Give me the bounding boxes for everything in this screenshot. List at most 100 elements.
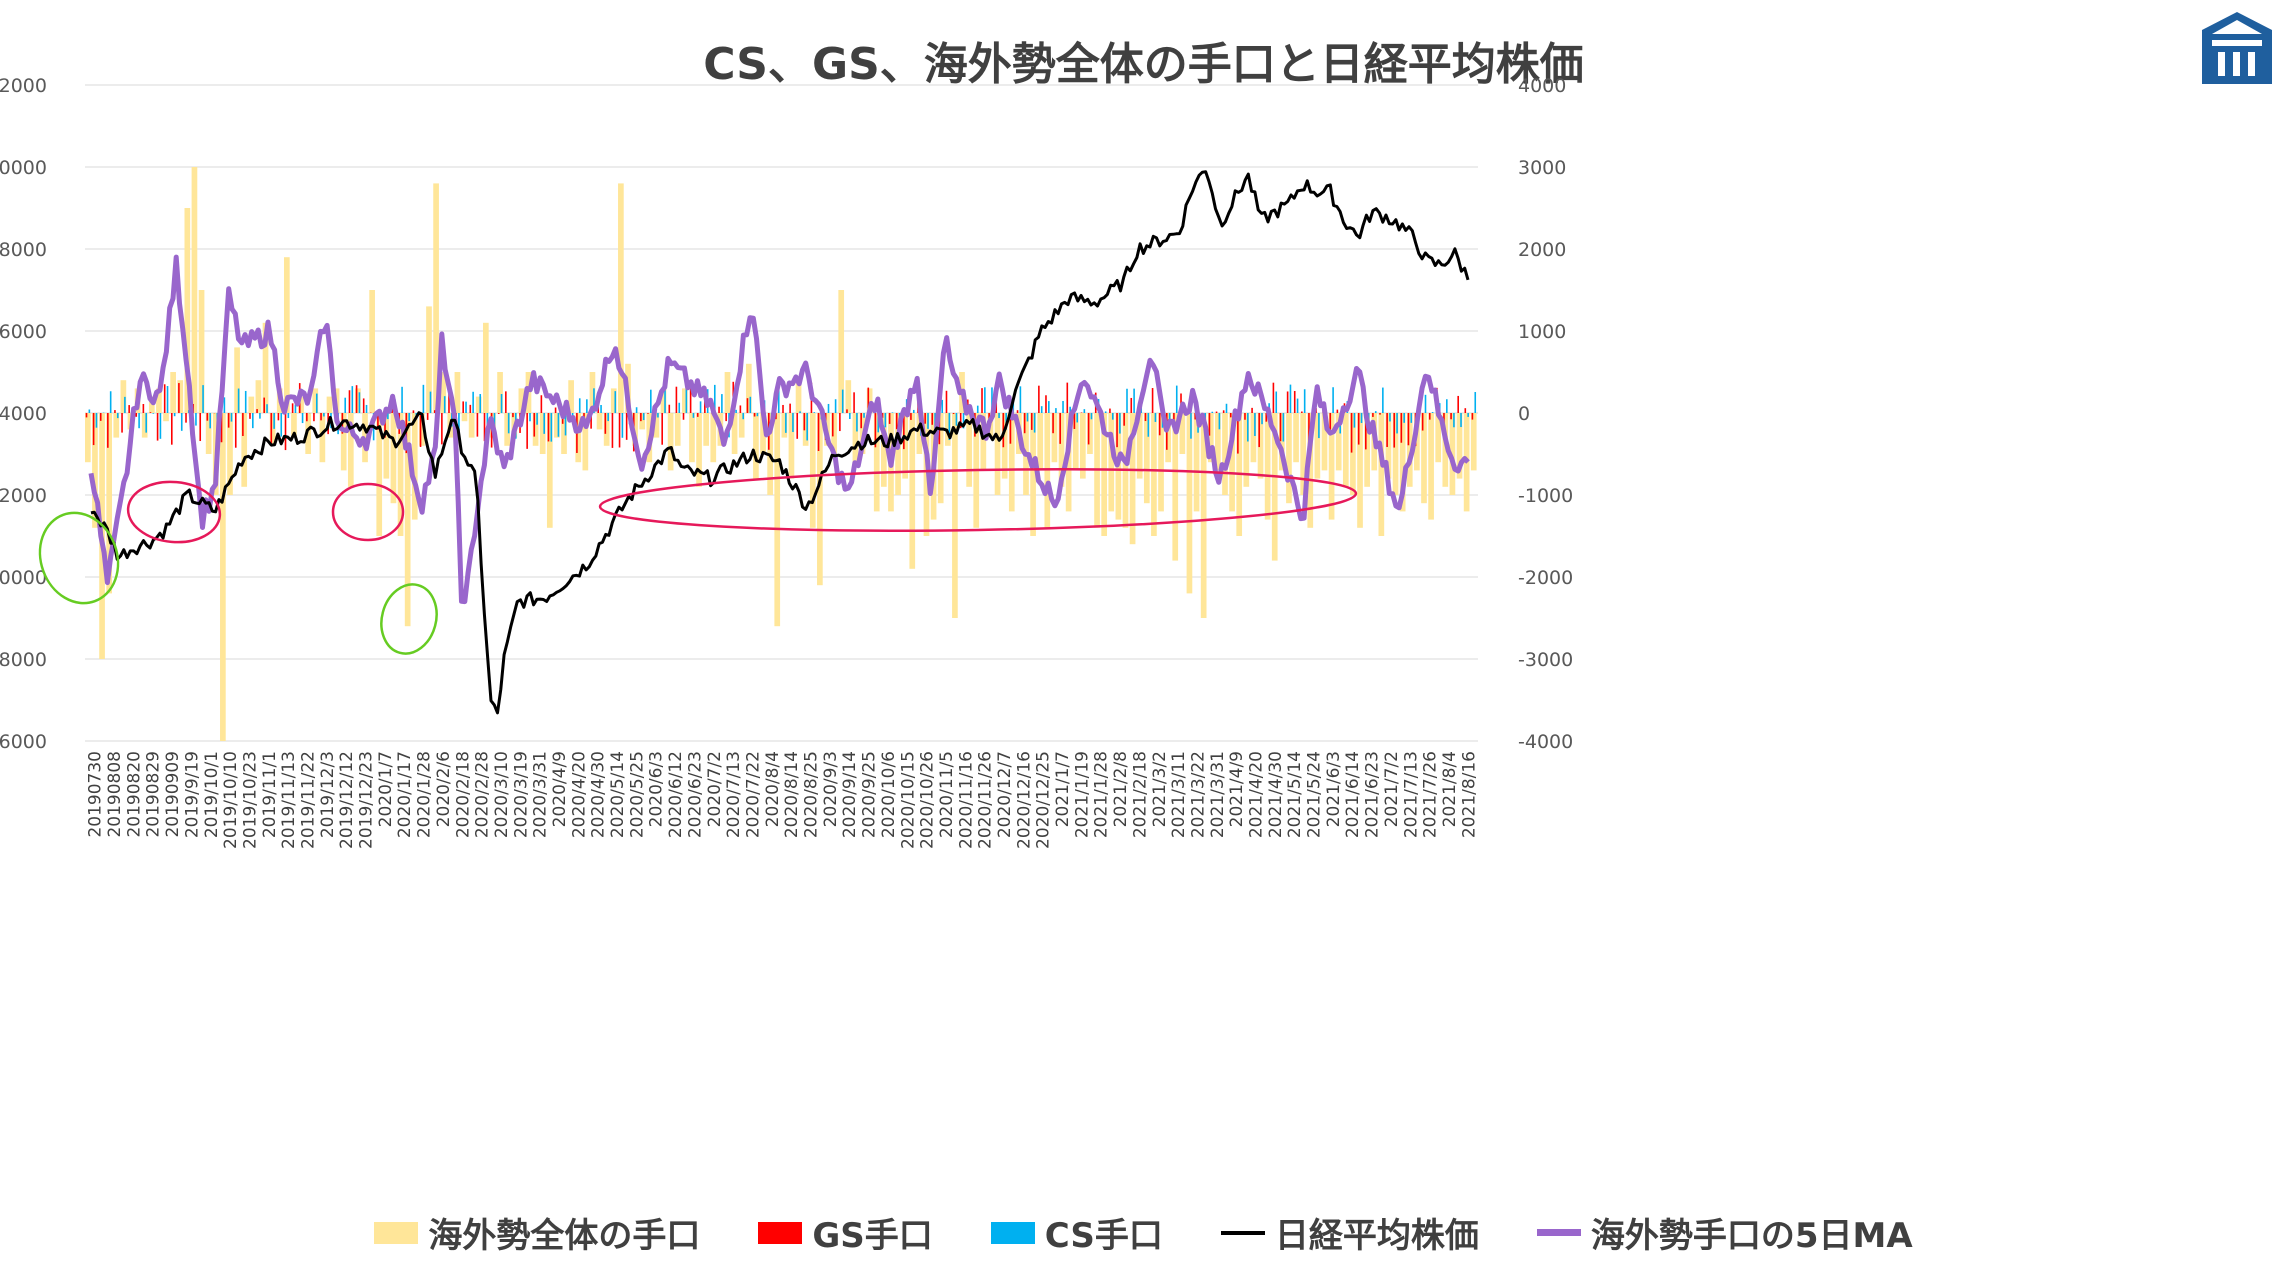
foreign-total-bar (667, 413, 674, 471)
cs-bar (927, 413, 929, 429)
gs-bar (441, 413, 443, 445)
x-tick-label: 2020/9/3 (821, 751, 841, 827)
gs-bar (1272, 382, 1275, 413)
foreign-total-bar (1321, 413, 1328, 471)
chart-title: CS、GS、海外勢全体の手口と日経平均株価 (703, 39, 1584, 90)
x-tick-label: 2021/2/18 (1130, 751, 1150, 838)
cs-bar (884, 413, 887, 428)
foreign-total-bar (1293, 413, 1299, 463)
gs-bar (469, 404, 472, 413)
foreign-total-bar (106, 413, 113, 594)
cs-bar (543, 413, 546, 434)
gs-bar (1052, 413, 1054, 434)
x-tick-label: 2020/8/4 (763, 751, 783, 827)
legend-swatch-cs (990, 1221, 1035, 1244)
cs-bar (294, 404, 297, 413)
x-tick-label: 2020/3/10 (492, 751, 512, 838)
foreign-total-bar (340, 413, 347, 471)
cs-bar (1119, 413, 1121, 434)
gs-bar (497, 413, 500, 414)
cs-bar (955, 413, 958, 426)
foreign-total-bar (575, 413, 582, 463)
gs-bar (135, 413, 138, 417)
cs-bar (1474, 392, 1477, 413)
foreign-total-bar (902, 413, 909, 479)
foreign-total-bar (468, 413, 475, 438)
gs-bar (874, 413, 877, 448)
x-tick-label: 20190730 (86, 751, 106, 838)
foreign-total-bar (1186, 413, 1193, 594)
gs-bar (85, 413, 88, 418)
x-tick-label: 2020/7/2 (705, 751, 725, 827)
cs-bar (1104, 411, 1107, 413)
legend-swatch-nikkei (1220, 1230, 1265, 1235)
cs-bar (1360, 413, 1363, 424)
cs-bar (692, 413, 695, 418)
cs-bar (1040, 406, 1043, 413)
gs-bar (355, 385, 358, 413)
cs-bar (159, 413, 162, 439)
gs-bar (1421, 413, 1424, 431)
cs-bar (657, 413, 659, 418)
cs-bar (578, 398, 581, 413)
x-tick-label: 2020/5/25 (627, 751, 647, 838)
foreign-total-bar (724, 372, 731, 413)
gs-bar (1045, 395, 1047, 413)
foreign-total-bar (347, 413, 354, 487)
gs-bar (696, 413, 699, 417)
cs-bar (991, 387, 993, 413)
gs-bar (803, 413, 806, 431)
foreign-total-bar (1108, 413, 1115, 512)
cs-bar (1225, 403, 1228, 413)
cs-bar (1133, 388, 1135, 413)
x-tick-label: 2019/10/1 (202, 751, 222, 838)
foreign-total-bar (1051, 413, 1058, 463)
foreign-total-bar (561, 413, 567, 454)
cs-bar (1218, 413, 1221, 430)
foreign-total-bar (696, 413, 702, 487)
foreign-total-bar (632, 413, 638, 446)
foreign-total-bar (1428, 413, 1434, 520)
x-tick-label: 2021/5/24 (1305, 751, 1325, 838)
foreign-total-bar (952, 413, 958, 618)
cs-bar (813, 412, 816, 413)
annotation-circle (331, 482, 405, 542)
gs-bar (249, 413, 251, 419)
cs-bar (1083, 409, 1086, 413)
cs-bar (742, 413, 745, 420)
legend-item-ma5: 海外勢手口の5日MA (1536, 1208, 1913, 1257)
annotation-ellipse (598, 468, 1358, 532)
gs-bar (206, 413, 209, 421)
foreign-total-bar (1229, 413, 1235, 512)
gs-bar (1286, 391, 1289, 413)
foreign-total-bar (532, 413, 539, 446)
foreign-total-bar (1264, 413, 1271, 520)
gs-bar (739, 405, 742, 413)
gs-bar (156, 413, 159, 441)
right-tick-label: 2000 (1518, 239, 1566, 261)
legend-item-foreign-total: 海外勢全体の手口 (374, 1208, 700, 1257)
x-tick-label: 2021/3/2 (1150, 751, 1170, 827)
cs-bar (685, 386, 688, 413)
gs-bar (1229, 413, 1232, 418)
cs-bar (152, 413, 155, 414)
gs-bar (377, 413, 379, 430)
cs-bar (1446, 399, 1448, 413)
cs-bar (1211, 411, 1214, 413)
gs-bar (1379, 413, 1381, 415)
cs-bar (1261, 413, 1263, 425)
foreign-total-bar (1406, 413, 1413, 487)
gs-bar (384, 413, 386, 438)
gs-bar (199, 413, 202, 442)
left-tick-label: 30000 (0, 157, 47, 179)
foreign-total-bar (1300, 413, 1307, 495)
gs-bar (320, 413, 322, 421)
foreign-total-bar (298, 396, 304, 413)
foreign-total-bar (326, 396, 333, 413)
foreign-total-bar (198, 290, 205, 413)
nikkei-line (90, 170, 1470, 715)
foreign-total-bar (1335, 413, 1342, 471)
cs-bar (621, 413, 624, 438)
gs-bar (1471, 413, 1474, 420)
